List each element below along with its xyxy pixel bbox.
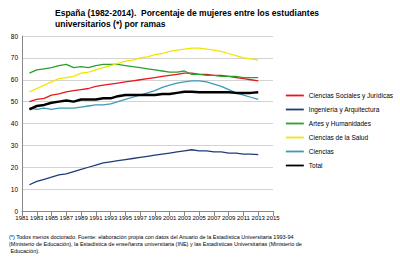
svg-text:1985: 1985 (45, 215, 59, 221)
svg-text:1983: 1983 (30, 215, 44, 221)
svg-text:Ciencias: Ciencias (309, 148, 335, 155)
svg-text:(Ministerio de Educación), la: (Ministerio de Educación), la Estadístic… (9, 241, 302, 247)
svg-text:60: 60 (11, 76, 19, 83)
svg-text:1997: 1997 (133, 215, 147, 221)
svg-text:Educación).: Educación). (9, 248, 40, 254)
svg-text:80: 80 (11, 33, 19, 40)
svg-text:2001: 2001 (163, 215, 177, 221)
svg-text:1981: 1981 (15, 215, 29, 221)
svg-text:20: 20 (11, 164, 19, 171)
svg-text:1999: 1999 (148, 215, 162, 221)
svg-text:universitarios (*) por ramas: universitarios (*) por ramas (55, 19, 166, 29)
svg-text:70: 70 (11, 54, 19, 61)
svg-text:1995: 1995 (119, 215, 133, 221)
svg-text:1989: 1989 (74, 215, 88, 221)
svg-text:1993: 1993 (104, 215, 118, 221)
svg-text:40: 40 (11, 120, 19, 127)
svg-text:2009: 2009 (222, 215, 236, 221)
svg-text:1987: 1987 (60, 215, 74, 221)
svg-text:Ciencias de la Salud: Ciencias de la Salud (309, 134, 369, 141)
svg-text:Artes y Humanidades: Artes y Humanidades (309, 120, 372, 128)
svg-text:Ingeniería y Arquitectura: Ingeniería y Arquitectura (309, 106, 380, 114)
svg-text:30: 30 (11, 142, 19, 149)
svg-text:1991: 1991 (89, 215, 103, 221)
svg-text:0: 0 (14, 208, 18, 215)
svg-text:2011: 2011 (237, 215, 251, 221)
svg-text:Total: Total (309, 162, 323, 169)
svg-text:2015: 2015 (266, 215, 280, 221)
svg-text:(*) Todos menos doctorado. Fue: (*) Todos menos doctorado. Fuente: elabo… (9, 234, 295, 240)
svg-text:2003: 2003 (178, 215, 192, 221)
svg-text:Ciencias Sociales y Jurídicas: Ciencias Sociales y Jurídicas (309, 92, 394, 100)
svg-text:España (1982-2014). Porcentaj: España (1982-2014). Porcentaje de mujere… (55, 8, 321, 18)
svg-text:2007: 2007 (207, 215, 221, 221)
svg-text:50: 50 (11, 98, 19, 105)
svg-text:10: 10 (11, 186, 19, 193)
svg-text:2013: 2013 (252, 215, 266, 221)
svg-text:2005: 2005 (192, 215, 206, 221)
